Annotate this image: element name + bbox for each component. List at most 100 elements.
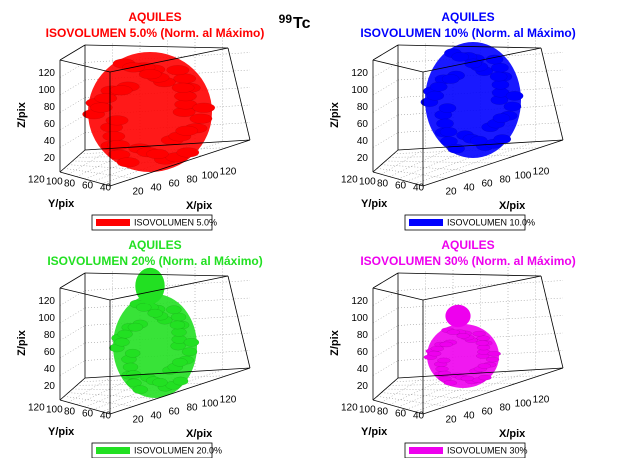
grid-line [398, 281, 563, 291]
legend-swatch [409, 219, 443, 226]
isosurface-detail [457, 333, 470, 338]
grid-line [373, 361, 398, 376]
grid-line [386, 389, 494, 391]
z-tick-label: 40 [44, 136, 56, 147]
x-tick-label: 20 [132, 187, 144, 198]
legend-label: ISOVOLUMEN 5.0% [134, 217, 217, 227]
grid-line [373, 326, 398, 341]
y-axis-label: Y/pix [361, 426, 388, 438]
y-tick-label: 60 [82, 181, 94, 192]
x-tick-label: 80 [186, 403, 198, 414]
isosurface-detail [167, 65, 189, 75]
panel: AQUILESISOVOLUMEN 30% (Norm. al Máximo)2… [329, 238, 576, 458]
isosurface-detail [461, 376, 474, 381]
isosurface-detail [128, 323, 143, 331]
x-tick-label: 60 [168, 407, 180, 418]
x-tick-label: 80 [499, 403, 511, 414]
x-tick-label: 40 [150, 183, 162, 194]
y-axis-label: Y/pix [48, 426, 75, 438]
box-edge [373, 378, 398, 400]
isosurface-detail [427, 91, 444, 100]
z-tick-label: 60 [357, 347, 369, 358]
isosurface-detail [176, 126, 198, 136]
isosurface-detail [177, 148, 199, 158]
grid-line [60, 361, 85, 376]
isosurface-detail [174, 91, 196, 101]
grid-line [60, 115, 85, 130]
legend-swatch [96, 219, 130, 226]
y-tick-label: 120 [28, 175, 45, 186]
isosurface-detail [470, 136, 487, 145]
grid-line [381, 165, 469, 171]
x-tick-label: 20 [445, 187, 457, 198]
panel-subtitle: ISOVOLUMEN 5.0% (Norm. al Máximo) [46, 26, 265, 40]
grid-line [60, 343, 85, 358]
isosurface-detail [476, 341, 489, 346]
box-edge [373, 150, 398, 172]
y-tick-label: 40 [100, 183, 112, 194]
x-tick-label: 20 [445, 415, 457, 426]
z-tick-label: 100 [38, 85, 55, 96]
y-tick-label: 100 [46, 405, 63, 416]
isosurface-detail [123, 363, 138, 371]
isosurface-detail [440, 342, 453, 347]
x-axis-label: X/pix [499, 200, 526, 212]
z-tick-label: 100 [351, 313, 368, 324]
isosurface-detail [444, 380, 457, 385]
isosurface-detail [478, 375, 491, 380]
y-tick-label: 60 [395, 181, 407, 192]
isosurface-detail [103, 132, 125, 142]
isosurface-detail [110, 85, 132, 95]
grid-line [85, 281, 250, 291]
isosurface-detail [136, 303, 151, 311]
box-edge [541, 276, 563, 368]
isosurface-detail [171, 313, 186, 321]
isosurface-top [135, 268, 164, 304]
y-tick-label: 80 [64, 407, 76, 418]
z-tick-label: 80 [357, 102, 369, 113]
x-tick-label: 40 [463, 183, 475, 194]
x-tick-label: 120 [220, 167, 237, 178]
grid-line [373, 343, 398, 358]
x-tick-label: 100 [515, 171, 532, 182]
box-edge [373, 45, 398, 60]
y-tick-label: 120 [341, 403, 358, 414]
isosurface-detail [494, 135, 511, 144]
x-tick-label: 120 [533, 395, 550, 406]
x-tick-label: 100 [202, 171, 219, 182]
isosurface-detail [171, 328, 186, 336]
x-tick-label: 80 [186, 175, 198, 186]
isosurface-detail [442, 74, 459, 83]
z-axis-label: Z/pix [16, 101, 28, 128]
x-tick-label: 120 [220, 395, 237, 406]
isosurface-detail [152, 378, 167, 386]
grid-line [373, 133, 398, 148]
x-tick-label: 60 [481, 179, 493, 190]
grid-line [381, 393, 469, 399]
y-tick-label: 60 [82, 409, 94, 420]
box-edge [85, 45, 228, 48]
grid-line [373, 98, 398, 113]
page: {"header":{"isotope_mass":"99","isotope"… [0, 0, 626, 458]
box-edge [60, 150, 85, 172]
isosurface-detail [106, 116, 128, 126]
isosurface-detail [430, 82, 447, 91]
grid-line [60, 326, 85, 341]
grid-line [373, 115, 398, 130]
y-tick-label: 80 [377, 179, 389, 190]
y-tick-label: 100 [46, 177, 63, 188]
isosurface-detail [452, 52, 469, 61]
z-axis-label: Z/pix [16, 329, 28, 356]
z-tick-label: 40 [44, 364, 56, 375]
panel-title: AQUILES [128, 10, 181, 24]
y-tick-label: 120 [341, 175, 358, 186]
x-tick-label: 60 [481, 407, 493, 418]
isosurface-detail [125, 349, 140, 357]
box-edge [60, 273, 85, 288]
z-tick-label: 60 [357, 119, 369, 130]
isosurface-detail [493, 113, 510, 122]
z-tick-label: 60 [44, 347, 56, 358]
box-edge [60, 45, 85, 60]
x-tick-label: 20 [132, 415, 144, 426]
